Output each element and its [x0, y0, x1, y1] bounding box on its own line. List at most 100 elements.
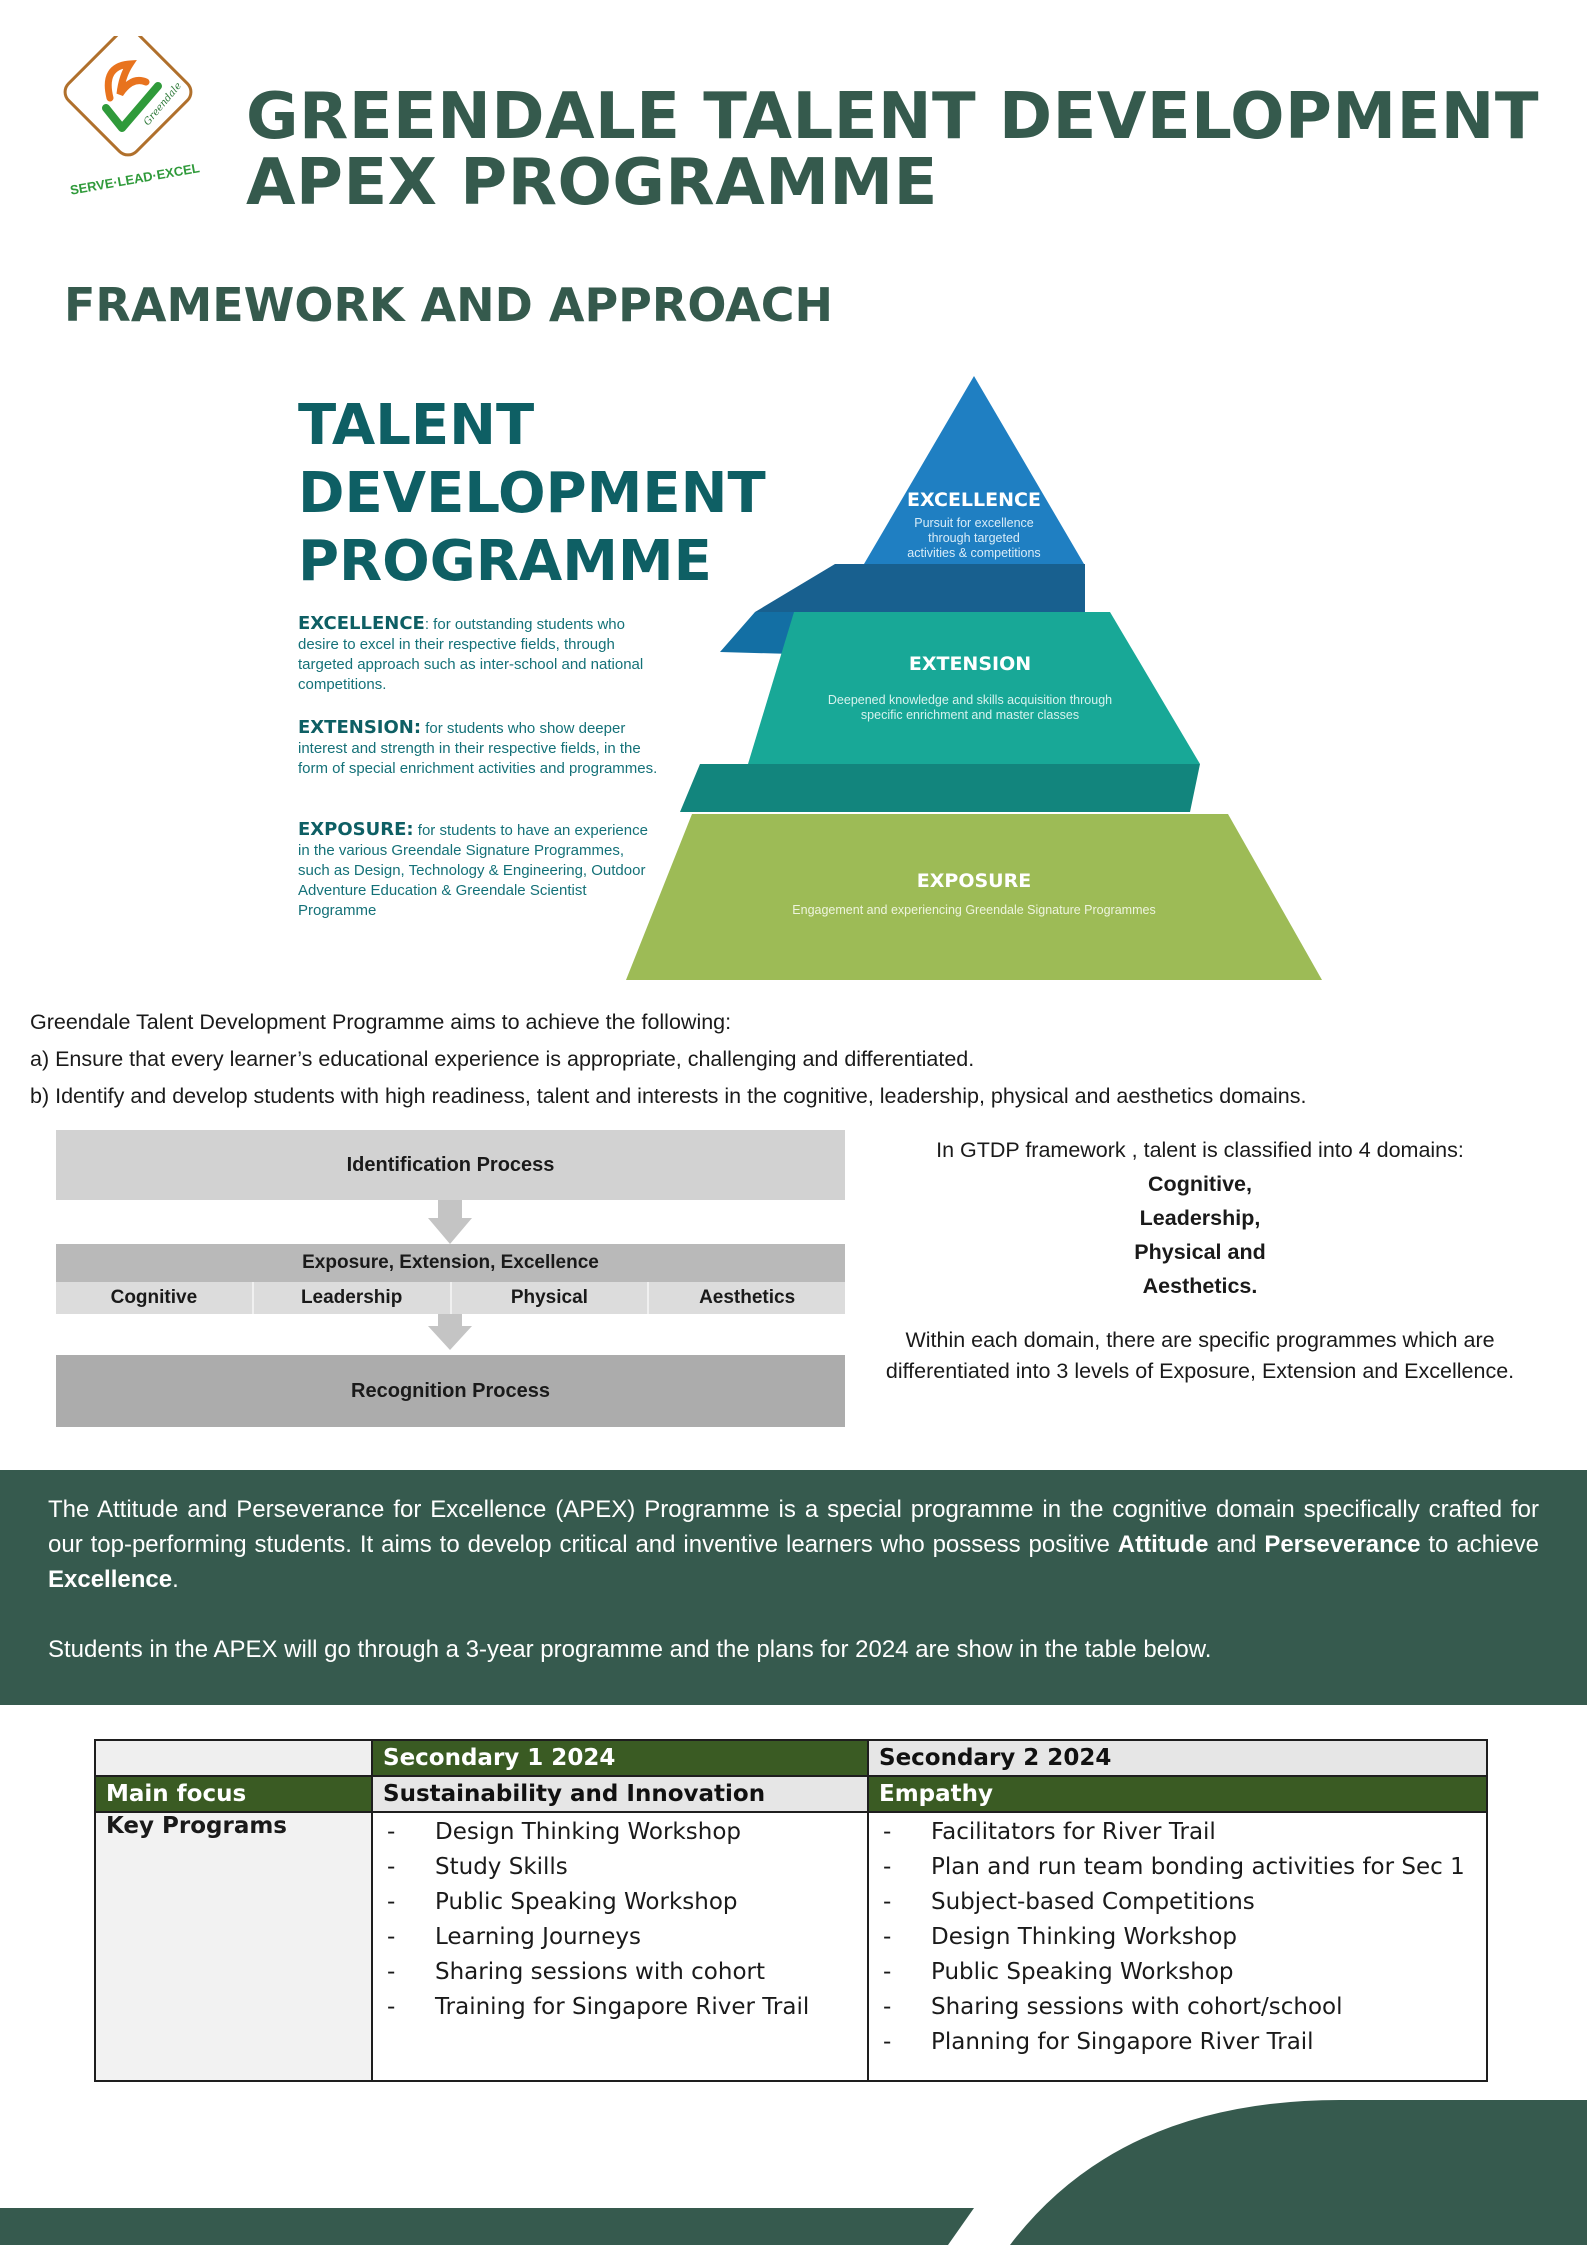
list-item: - Training for Singapore River Trail [383, 1990, 857, 2025]
program-label: Public Speaking Workshop [435, 1889, 738, 1915]
pyramid-desc: Engagement and experiencing Greendale Si… [792, 903, 1155, 917]
apex-description-band: The Attitude and Perseverance for Excell… [0, 1470, 1587, 1705]
title-line-2: APEX PROGRAMME [246, 146, 938, 220]
aims-text: Greendale Talent Development Programme a… [30, 1004, 1306, 1115]
program-label: Sharing sessions with cohort/school [931, 1994, 1343, 2020]
program-label: Learning Journeys [435, 1924, 641, 1950]
gtdp-domains-text: In GTDP framework , talent is classified… [870, 1133, 1530, 1387]
main-focus-label: Main focus [94, 1775, 373, 1813]
domain-cognitive: Cognitive [56, 1282, 254, 1314]
list-item: - Plan and run team bonding activities fo… [879, 1850, 1476, 1885]
pyramid-level-excellence [864, 376, 1084, 564]
arrow-down-icon [428, 1218, 472, 1244]
programs-sec1-cell: - Design Thinking Workshop - Study Skills … [371, 1811, 869, 2082]
process-flow-diagram: Identification Process Exposure, Extensi… [56, 1130, 845, 1427]
list-item: - Public Speaking Workshop [879, 1955, 1476, 1990]
domain-aesthetics: Aesthetics [649, 1282, 845, 1314]
pyramid-connector [680, 764, 1200, 812]
list-item: - Study Skills [383, 1850, 857, 1885]
col-header-sec1: Secondary 1 2024 [371, 1739, 869, 1777]
logo-motto: SERVE·LEAD·EXCEL [69, 160, 201, 196]
arrow-down-icon [428, 1326, 472, 1350]
tdp-heading-line: DEVELOPMENT [298, 461, 766, 526]
pyramid-level-extension [748, 612, 1200, 764]
apex-text: The Attitude and Perseverance for Excell… [48, 1496, 1539, 1558]
footer-bar-shape [0, 2208, 974, 2245]
footer-curve-shape [1010, 2100, 1587, 2245]
program-label: Plan and run team bonding activities for… [931, 1854, 1465, 1880]
list-item: - Planning for Singapore River Trail [879, 2025, 1476, 2060]
pyramid-level-exposure [626, 814, 1322, 980]
pyramid-desc: Deepened knowledge and skills acquisitio… [828, 693, 1112, 707]
gtdp-intro: In GTDP framework , talent is classified… [936, 1138, 1464, 1162]
recognition-process-box: Recognition Process [56, 1355, 845, 1427]
list-item: - Sharing sessions with cohort [383, 1955, 857, 1990]
tdp-desc-exposure: EXPOSURE: for students to have an experi… [298, 820, 658, 921]
pyramid-label: EXCELLENCE [907, 489, 1041, 511]
tdp-desc-excellence: EXCELLENCE: for outstanding students who… [298, 614, 658, 695]
school-logo: Greendale SERVE·LEAD·EXCEL [62, 27, 212, 198]
program-label: Sharing sessions with cohort [435, 1959, 765, 1985]
gtdp-domain: Cognitive, [1148, 1172, 1252, 1196]
key-programs-label: Key Programs [94, 1811, 373, 2082]
list-item: - Design Thinking Workshop [879, 1920, 1476, 1955]
pyramid-label: EXTENSION [909, 653, 1031, 675]
gtdp-domain: Leadership, [1139, 1206, 1261, 1230]
program-label: Subject-based Competitions [931, 1889, 1255, 1915]
tdp-text: for students to have an experience in th… [298, 822, 648, 919]
tdp-term: EXCELLENCE [298, 613, 425, 634]
list-item: - Sharing sessions with cohort/school [879, 1990, 1476, 2025]
tdp-heading: TALENT DEVELOPMENT PROGRAMME [298, 392, 766, 596]
list-item: - Facilitators for River Trail [879, 1815, 1476, 1850]
list-item: - Subject-based Competitions [879, 1885, 1476, 1920]
section-title: FRAMEWORK AND APPROACH [64, 278, 834, 332]
focus-sec2: Empathy [867, 1775, 1488, 1813]
programs-sec2-list: - Facilitators for River Trail - Plan and … [879, 1813, 1476, 2080]
footer-decoration [0, 2100, 1587, 2245]
table-row: Main focus Sustainability and Innovation… [94, 1775, 1488, 1813]
table-cell [94, 1739, 373, 1777]
tdp-desc-extension: EXTENSION: for students who show deeper … [298, 718, 658, 779]
pyramid-label: EXPOSURE [917, 870, 1031, 892]
focus-sec1: Sustainability and Innovation [371, 1775, 869, 1813]
program-label: Facilitators for River Trail [931, 1819, 1216, 1845]
list-item: - Public Speaking Workshop [383, 1885, 857, 1920]
pyramid-desc: Pursuit for excellence [914, 516, 1034, 530]
flow-arrow-stem [438, 1314, 462, 1326]
table-row: Key Programs - Design Thinking Workshop -… [94, 1811, 1488, 2082]
apex-keyword: Attitude [1117, 1531, 1209, 1558]
apex-keyword: Perseverance [1264, 1531, 1421, 1558]
page-title: GREENDALE TALENT DEVELOPMENT APEX PROGRA… [246, 84, 1539, 216]
apex-paragraph-1: The Attitude and Perseverance for Excell… [48, 1492, 1539, 1597]
pyramid-desc: activities & competitions [907, 546, 1040, 560]
tdp-heading-line: PROGRAMME [298, 529, 712, 594]
tdp-term: EXTENSION: [298, 717, 422, 738]
list-item: - Learning Journeys [383, 1920, 857, 1955]
talent-pyramid: EXCELLENCE Pursuit for excellence throug… [626, 376, 1322, 980]
aim-b: b) Identify and develop students with hi… [30, 1084, 1307, 1108]
tdp-term: EXPOSURE: [298, 819, 414, 840]
domain-physical: Physical [451, 1282, 650, 1314]
levels-box: Exposure, Extension, Excellence [56, 1244, 845, 1282]
programs-sec2-cell: - Facilitators for River Trail - Plan and … [867, 1811, 1488, 2082]
apex-text: . [172, 1566, 179, 1593]
col-header-sec2: Secondary 2 2024 [867, 1739, 1488, 1777]
gtdp-domain: Aesthetics. [1142, 1274, 1258, 1298]
identification-process-box: Identification Process [56, 1130, 845, 1200]
program-label: Planning for Singapore River Trail [931, 2029, 1314, 2055]
tdp-text: for students who show deeper interest an… [298, 720, 658, 777]
apex-keyword: Excellence [48, 1566, 173, 1593]
programs-sec1-list: - Design Thinking Workshop - Study Skills … [383, 1813, 857, 2045]
apex-text: and [1208, 1531, 1265, 1558]
tdp-heading-line: TALENT [298, 393, 535, 458]
pyramid-desc: specific enrichment and master classes [861, 708, 1079, 722]
program-label: Study Skills [435, 1854, 568, 1880]
apex-text: to achieve [1420, 1531, 1539, 1558]
title-line-1: GREENDALE TALENT DEVELOPMENT [246, 80, 1539, 154]
tdp-text: : for outstanding students who desire to… [298, 616, 644, 693]
gtdp-domain: Physical and [1134, 1240, 1266, 1264]
programme-table: Secondary 1 2024 Secondary 2 2024 Main f… [94, 1739, 1488, 2082]
pyramid-desc: through targeted [928, 531, 1020, 545]
aims-intro: Greendale Talent Development Programme a… [30, 1010, 732, 1034]
program-label: Training for Singapore River Trail [435, 1994, 810, 2020]
